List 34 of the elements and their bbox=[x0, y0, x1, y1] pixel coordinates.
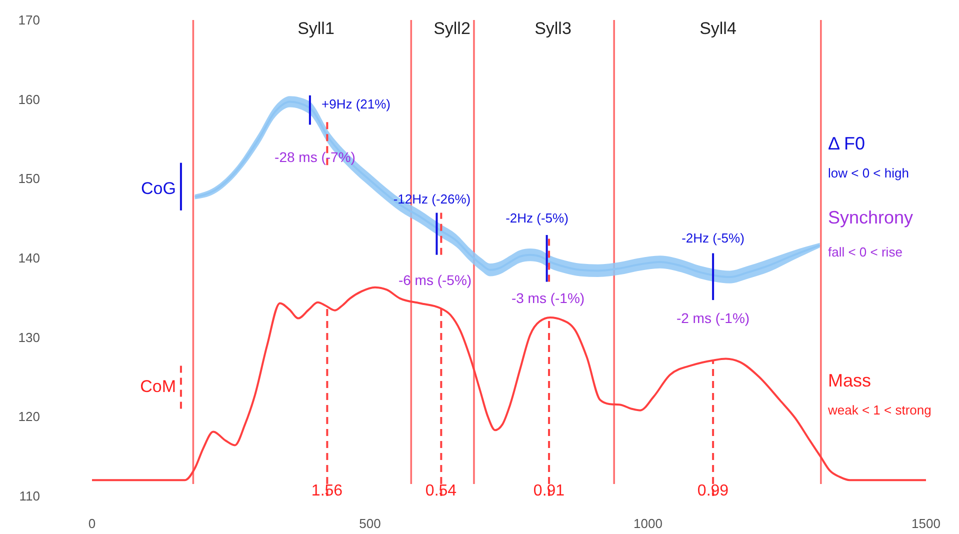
annotation: Syll1 bbox=[298, 18, 334, 38]
x-tick-label: 500 bbox=[359, 516, 381, 531]
annotation: +9Hz (21%) bbox=[322, 96, 390, 112]
annotation: Syll2 bbox=[434, 18, 470, 38]
annotation: -2 ms (-1%) bbox=[676, 310, 750, 326]
annotation: fall < 0 < rise bbox=[828, 244, 902, 260]
y-tick-label: 160 bbox=[18, 92, 40, 107]
y-tick-label: 110 bbox=[19, 488, 40, 504]
annotation: 1.56 bbox=[311, 482, 343, 500]
x-tick-label: 0 bbox=[88, 516, 96, 531]
annotation: -2Hz (-5%) bbox=[682, 230, 744, 246]
annotation: Synchrony bbox=[828, 207, 914, 228]
annotation: 0.91 bbox=[533, 482, 565, 500]
annotation: 0.54 bbox=[425, 482, 457, 500]
y-tick-label: 170 bbox=[18, 12, 40, 28]
annotation: low < 0 < high bbox=[828, 166, 909, 181]
annotation: -3 ms (-1%) bbox=[511, 290, 585, 306]
annotation: Δ F0 bbox=[828, 133, 866, 154]
annotation: -28 ms (-7%) bbox=[274, 148, 356, 165]
y-tick-label: 130 bbox=[18, 330, 40, 345]
annotation: Syll4 bbox=[700, 18, 736, 38]
annotation: CoM bbox=[140, 376, 176, 396]
annotation: Syll3 bbox=[534, 18, 572, 38]
x-tick-label: 1500 bbox=[912, 516, 940, 531]
y-tick-label: 120 bbox=[18, 409, 40, 424]
y-tick-label: 140 bbox=[18, 250, 40, 266]
annotation: Mass bbox=[828, 370, 872, 390]
annotation: CoG bbox=[141, 178, 176, 198]
annotation: weak < 1 < strong bbox=[827, 402, 932, 418]
annotation: -6 ms (-5%) bbox=[398, 272, 472, 288]
annotation: 0.99 bbox=[697, 482, 729, 500]
annotation: -2Hz (-5%) bbox=[506, 210, 568, 226]
y-tick-label: 150 bbox=[18, 171, 40, 186]
x-tick-label: 1000 bbox=[634, 516, 662, 531]
